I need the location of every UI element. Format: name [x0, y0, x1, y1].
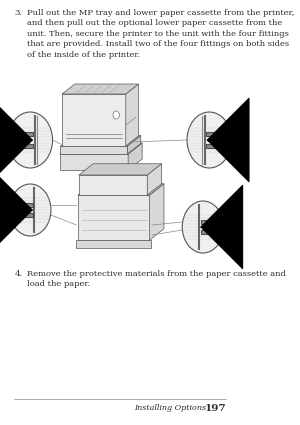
Polygon shape	[127, 136, 141, 154]
Text: Installing Options: Installing Options	[134, 404, 206, 412]
Text: 3.: 3.	[14, 9, 22, 17]
Text: Remove the protective materials from the paper cassette and
load the paper.: Remove the protective materials from the…	[27, 270, 286, 289]
Polygon shape	[76, 240, 151, 248]
Polygon shape	[22, 203, 33, 217]
Circle shape	[113, 111, 119, 119]
Polygon shape	[201, 220, 211, 234]
Circle shape	[8, 112, 52, 168]
Polygon shape	[128, 143, 142, 170]
Polygon shape	[206, 132, 217, 148]
Polygon shape	[61, 136, 141, 146]
Polygon shape	[22, 132, 33, 148]
Polygon shape	[78, 195, 150, 240]
Circle shape	[10, 184, 51, 236]
Polygon shape	[60, 154, 128, 170]
Circle shape	[182, 201, 224, 253]
Polygon shape	[60, 143, 142, 154]
Text: 4.: 4.	[14, 270, 22, 278]
Polygon shape	[126, 84, 139, 146]
Polygon shape	[79, 164, 162, 175]
Polygon shape	[79, 175, 147, 195]
Text: 197: 197	[204, 404, 226, 413]
Circle shape	[187, 112, 232, 168]
Text: Pull out the MP tray and lower paper cassette from the printer,
and then pull ou: Pull out the MP tray and lower paper cas…	[27, 9, 294, 59]
Polygon shape	[61, 146, 127, 154]
Polygon shape	[62, 84, 139, 94]
Polygon shape	[150, 184, 164, 240]
Polygon shape	[62, 94, 126, 146]
Polygon shape	[147, 164, 162, 195]
Polygon shape	[78, 184, 164, 195]
